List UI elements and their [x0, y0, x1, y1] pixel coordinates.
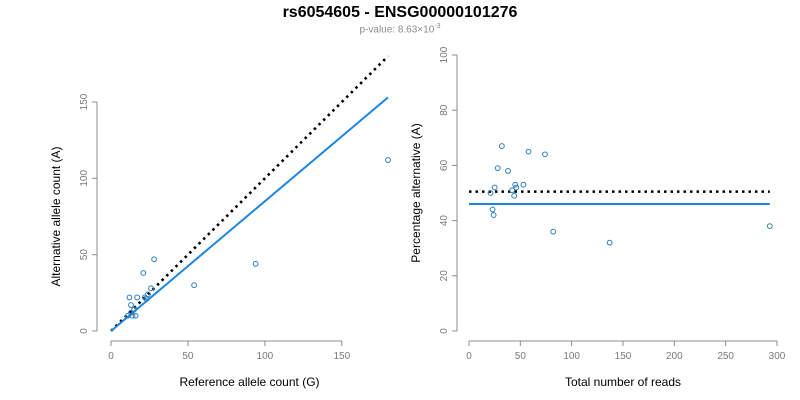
panel2-data-point-4: [494, 165, 501, 172]
panel2-x-tick-label-0: 0: [466, 351, 472, 362]
panel1-data-point-5: [131, 306, 137, 313]
panel1-data-point-2: [128, 302, 134, 308]
panel2-data-point-12: [525, 148, 532, 155]
panel1-data-point-4: [129, 312, 136, 319]
panel2-y-axis-title: Percentage alternative (A): [409, 123, 423, 262]
panel2-data-point-9: [512, 181, 519, 188]
panel2-data-point-10: [513, 184, 520, 191]
panel2-x-tick-label-6: 300: [769, 351, 786, 362]
panel2-y-tick-label-5: 100: [439, 46, 450, 63]
panel2-x-tick-label-4: 200: [666, 351, 683, 362]
panel1-fit-line: [110, 96, 389, 332]
panel2-data-point-5: [498, 143, 505, 149]
panel2-x-tick-label-5: 250: [717, 351, 734, 362]
p-value-exponent: -3: [434, 23, 441, 30]
chart-title: rs6054605 - ENSG00000101276: [282, 4, 518, 21]
panel2-y-tick-label-3: 60: [439, 159, 450, 171]
panel2-data-point-16: [766, 223, 773, 230]
panel1-x-axis-title: Reference allele count (G): [179, 375, 319, 389]
panel1-data-point-15: [252, 260, 259, 267]
panel1-y-axis-title: Alternative allele count (A): [49, 146, 63, 286]
panel1-data-point-16: [385, 157, 391, 163]
panel2-data-point-8: [511, 192, 518, 199]
panel1-data-point-6: [132, 312, 139, 319]
panel1-data-point-11: [145, 291, 151, 298]
panel2-data-point-6: [505, 168, 511, 174]
panel2-data-point-2: [490, 212, 497, 218]
panel2-y-tick-label-0: 0: [439, 328, 450, 334]
panel2-data-point-3: [491, 184, 498, 191]
panel1-data-point-12: [148, 285, 154, 292]
panel2-data-point-0: [487, 190, 494, 196]
panel2-y-tick-label-4: 80: [439, 104, 450, 116]
panel2-y-tick-label-1: 20: [439, 270, 450, 282]
panel1-y-tick-label-3: 150: [79, 93, 90, 110]
panel2-x-tick-label-1: 50: [515, 351, 527, 362]
panel1-data-point-8: [140, 270, 147, 276]
panel2-data-point-14: [550, 228, 557, 235]
panel2-x-tick-label-2: 100: [563, 351, 580, 362]
panel2-data-point-7: [509, 187, 516, 194]
panel1-y-tick-label-2: 100: [79, 170, 90, 187]
panel1-y-tick-label-0: 0: [79, 328, 90, 334]
p-value-text: p-value: 8.63×10: [359, 24, 435, 36]
panel1-data-point-14: [191, 282, 198, 289]
panel1-x-tick-label-2: 100: [257, 351, 274, 362]
panel1-x-tick-label-1: 50: [182, 351, 194, 362]
panel1-data-point-3: [128, 309, 134, 316]
panel1-data-point-13: [151, 256, 157, 263]
panel1-data-point-1: [126, 294, 133, 301]
panel2-data-point-11: [520, 181, 527, 188]
panel2-data-point-15: [606, 239, 613, 246]
panel2-y-tick-label-2: 40: [439, 215, 450, 227]
panel2-x-axis-title: Total number of reads: [565, 375, 681, 389]
chart-subtitle: p-value: 8.63×10-3: [0, 23, 800, 35]
panel2-data-point-1: [489, 206, 496, 213]
panel1-y-tick-label-1: 50: [79, 249, 90, 261]
panel1-data-point-7: [134, 294, 141, 301]
panel1-expected-line: [110, 55, 389, 332]
panel1-x-tick-label-3: 150: [333, 351, 350, 362]
panel2-data-point-13: [542, 151, 548, 158]
panel1-x-tick-label-0: 0: [108, 351, 114, 362]
panel2-x-tick-label-3: 150: [615, 351, 632, 362]
panel1-data-point-9: [141, 294, 148, 301]
